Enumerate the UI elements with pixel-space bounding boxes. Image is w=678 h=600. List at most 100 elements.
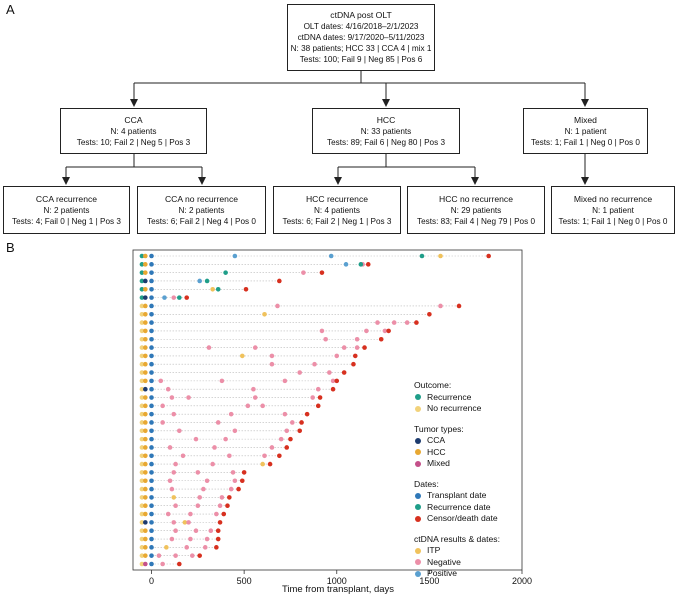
legend-label-cca: CCA [427, 435, 446, 445]
ctdna-test-dot [208, 528, 214, 534]
ctdna-test-dot [310, 395, 315, 400]
censor-date-dot [241, 470, 247, 475]
censor-date-dot [214, 545, 219, 550]
ctdna-test-dot [282, 378, 288, 384]
outcome-dot [139, 478, 145, 484]
tumor-type-dot [143, 295, 148, 300]
censor-date-dot [177, 561, 182, 567]
ctdna-test-dot [171, 295, 177, 300]
transplant-date-dot [149, 453, 154, 459]
ctdna-test-dot [169, 395, 175, 400]
box-hcc-norec-tests: Tests: 83; Fail 4 | Neg 79 | Pos 0 [416, 216, 536, 226]
ctdna-test-dot [438, 303, 443, 309]
ctdna-test-dot [186, 520, 191, 525]
ctdna-test-dot [382, 328, 388, 334]
box-mixed-norec-title: Mixed no recurrence [573, 193, 653, 204]
legend-label-recurrence: Recurrence [427, 391, 472, 402]
outcome-dot [139, 503, 145, 509]
recurrence-date-dot [419, 253, 425, 259]
ctdna-test-dot [177, 428, 182, 434]
legend-item-recurrence-date: Recurrence date [414, 502, 500, 514]
transplant-date-dot [149, 253, 154, 259]
ctdna-test-dot [195, 503, 201, 509]
ctdna-test-dot [297, 370, 303, 375]
ctdna-test-dot [173, 553, 178, 558]
tumor-type-dot [143, 536, 148, 542]
outcome-dot [139, 436, 145, 442]
ctdna-test-dot [204, 478, 210, 484]
box-hcc-recurrence: HCC recurrence N: 4 patients Tests: 6; F… [273, 186, 401, 234]
legend-dot-no-recurrence [415, 405, 421, 412]
ctdna-test-dot [391, 320, 397, 325]
legend-dot-positive [415, 570, 421, 577]
transplant-date-dot [149, 520, 154, 525]
ctdna-test-dot [167, 478, 173, 484]
ctdna-test-dot [173, 461, 178, 467]
box-hcc-tests: Tests: 89; Fail 6 | Neg 80 | Pos 3 [326, 137, 446, 147]
censor-date-dot [319, 270, 325, 275]
legend-item-mixed: Mixed [414, 458, 500, 470]
plot-frame [132, 249, 523, 571]
transplant-date-dot [149, 428, 154, 434]
ctdna-test-dot [212, 445, 217, 450]
ctdna-test-dot [252, 395, 258, 400]
ctdna-test-dot [193, 436, 199, 442]
recurrence-date-dot [177, 295, 182, 300]
ctdna-test-dot [364, 328, 369, 334]
ctdna-test-dot [354, 336, 360, 342]
censor-date-dot [267, 461, 273, 467]
box-cca-title: CCA [124, 114, 143, 125]
tumor-type-dot [143, 520, 148, 525]
censor-date-dot [334, 378, 340, 384]
legend-item-no-recurrence: No recurrence [414, 403, 500, 415]
transplant-date-dot [149, 470, 154, 475]
legend-dot-censor [415, 515, 421, 522]
ctdna-test-dot [158, 378, 164, 384]
outcome-dot [139, 553, 145, 558]
ctdna-test-dot [173, 503, 178, 509]
censor-date-dot [304, 411, 310, 417]
box-root-olt-dates: OLT dates: 4/16/2018–2/1/2023 [303, 22, 419, 31]
outcome-dot [139, 361, 145, 367]
transplant-date-dot [149, 395, 154, 400]
censor-date-dot [427, 311, 432, 317]
ctdna-test-dot [197, 495, 202, 500]
ctdna-test-dot [182, 520, 188, 525]
tumor-type-dot [143, 470, 148, 475]
ctdna-test-dot [165, 511, 171, 517]
ctdna-test-dot [197, 278, 202, 284]
censor-date-dot [341, 370, 347, 375]
chart-legend: Outcome: Recurrence No recurrence Tumor … [414, 380, 500, 580]
censor-date-dot [221, 511, 227, 517]
ctdna-test-dot [262, 453, 267, 459]
transplant-date-dot [149, 561, 154, 567]
box-root-title: ctDNA post OLT [330, 10, 392, 20]
transplant-date-dot [149, 445, 154, 450]
ctdna-test-dot [201, 486, 206, 492]
tumor-type-dot [143, 353, 148, 359]
ctdna-test-dot [180, 453, 186, 459]
censor-date-dot [284, 445, 290, 450]
ctdna-test-dot [404, 320, 410, 325]
outcome-dot [139, 253, 145, 259]
x-tick-label: 1000 [326, 576, 347, 586]
outcome-dot [139, 270, 145, 275]
tumor-type-dot [143, 311, 148, 317]
ctdna-test-dot [219, 495, 225, 500]
box-root: ctDNA post OLT OLT dates: 4/16/2018–2/1/… [287, 4, 435, 71]
box-hcc-patients: N: 33 patients [360, 126, 412, 136]
transplant-date-dot [149, 436, 154, 442]
tumor-type-dot [143, 361, 148, 367]
censor-date-dot [236, 486, 241, 492]
censor-date-dot [184, 295, 190, 300]
censor-date-dot [217, 520, 223, 525]
outcome-dot [139, 262, 145, 267]
ctdna-test-dot [210, 461, 215, 467]
legend-item-transplant: Transplant date [414, 490, 500, 502]
transplant-date-dot [149, 503, 154, 509]
transplant-date-dot [149, 511, 154, 517]
outcome-dot [139, 295, 145, 300]
outcome-dot [139, 561, 145, 567]
box-mixed-norec-tests: Tests: 1; Fail 1 | Neg 0 | Pos 0 [558, 216, 668, 226]
outcome-dot [139, 395, 145, 400]
